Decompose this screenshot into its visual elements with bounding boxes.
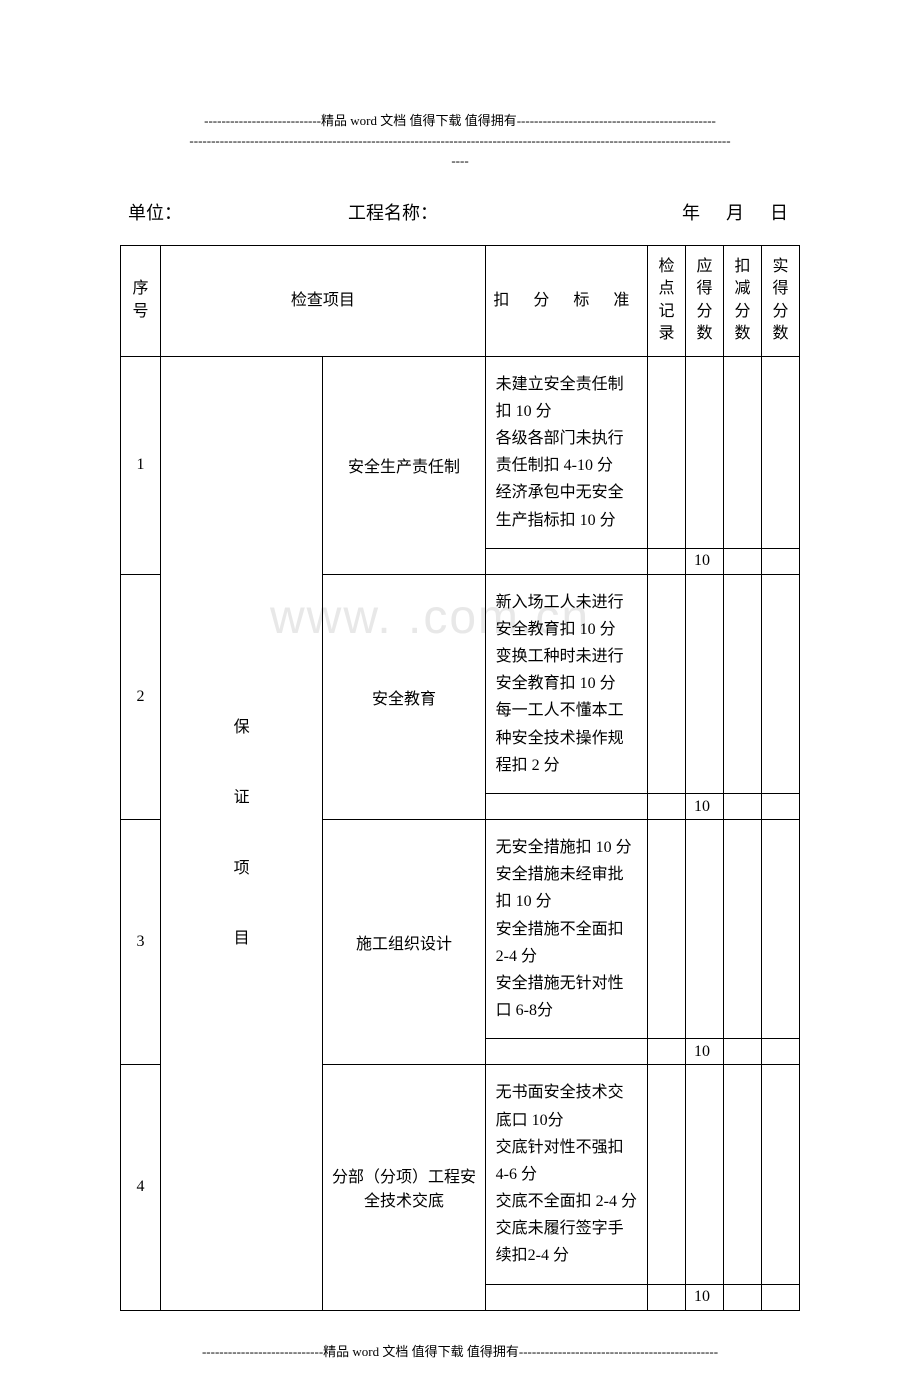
cell-standard: 无书面安全技术交底口 10分 交底针对性不强扣 4-6 分 交底不全面扣 2-4… [485,1065,647,1284]
cell-standard-sub [485,548,647,574]
cell-deduct-sub [724,1284,762,1310]
cell-deduct-sub [724,548,762,574]
header-item: 检查项目 [161,246,486,357]
form-header-line: 单位： 工程名称： 年 月 日 [120,199,800,225]
cell-deduct [724,1065,762,1284]
cell-due [686,574,724,793]
cell-due-sub: 10 [686,1284,724,1310]
cell-record-sub [648,1284,686,1310]
cell-item: 分部（分项）工程安全技术交底 [323,1065,485,1310]
cell-record [648,820,686,1039]
inspection-table: 序号 检查项目 扣 分 标 准 检点记录 应得分数 扣减分数 实得分数 1 保 … [120,245,800,1311]
cell-seq: 3 [121,820,161,1065]
cell-actual [762,1065,800,1284]
cell-standard: 新入场工人未进行安全教育扣 10 分 变换工种时未进行安全教育扣 10 分 每一… [485,574,647,793]
date-label: 年 月 日 [648,199,792,225]
cell-due [686,1065,724,1284]
cell-seq: 2 [121,574,161,819]
header-standard: 扣 分 标 准 [485,246,647,357]
header-actual-score: 实得分数 [762,246,800,357]
cell-standard: 未建立安全责任制扣 10 分 各级各部门未执行责任制扣 4-10 分 经济承包中… [485,356,647,548]
cell-category: 保 证 项 目 [161,356,323,1310]
cell-actual-sub [762,1039,800,1065]
project-label: 工程名称： [348,199,648,225]
cell-deduct-sub [724,794,762,820]
header-line-2: ----------------------------------------… [120,133,800,149]
cell-due-sub: 10 [686,794,724,820]
cell-item: 安全教育 [323,574,485,819]
cell-record-sub [648,1039,686,1065]
table-row: 1 保 证 项 目 安全生产责任制 未建立安全责任制扣 10 分 各级各部门未执… [121,356,800,548]
cell-record-sub [648,548,686,574]
cell-standard-sub [485,1284,647,1310]
cell-standard-sub [485,794,647,820]
table-header-row: 序号 检查项目 扣 分 标 准 检点记录 应得分数 扣减分数 实得分数 [121,246,800,357]
cell-deduct [724,820,762,1039]
cell-due [686,820,724,1039]
header-deduct-score: 扣减分数 [724,246,762,357]
cell-standard: 无安全措施扣 10 分 安全措施未经审批扣 10 分 安全措施不全面扣 2-4 … [485,820,647,1039]
cell-actual [762,356,800,548]
cell-actual [762,820,800,1039]
cell-deduct [724,574,762,793]
cell-seq: 1 [121,356,161,574]
cell-actual-sub [762,548,800,574]
header-line-3: ---- [120,153,800,169]
cell-actual-sub [762,794,800,820]
header-line-1: ---------------------------精品 word 文档 值得… [120,110,800,129]
cell-due-sub: 10 [686,1039,724,1065]
cell-actual-sub [762,1284,800,1310]
cell-deduct [724,356,762,548]
cell-record [648,574,686,793]
header-due-score: 应得分数 [686,246,724,357]
header-seq: 序号 [121,246,161,357]
cell-standard-sub [485,1039,647,1065]
cell-seq: 4 [121,1065,161,1310]
unit-label: 单位： [128,199,348,225]
cell-actual [762,574,800,793]
cell-item: 施工组织设计 [323,820,485,1065]
cell-record [648,1065,686,1284]
cell-record-sub [648,794,686,820]
footer-line-1: ----------------------------精品 word 文档 值… [120,1341,800,1360]
header-record: 检点记录 [648,246,686,357]
cell-deduct-sub [724,1039,762,1065]
cell-due [686,356,724,548]
cell-item: 安全生产责任制 [323,356,485,574]
cell-due-sub: 10 [686,548,724,574]
cell-record [648,356,686,548]
